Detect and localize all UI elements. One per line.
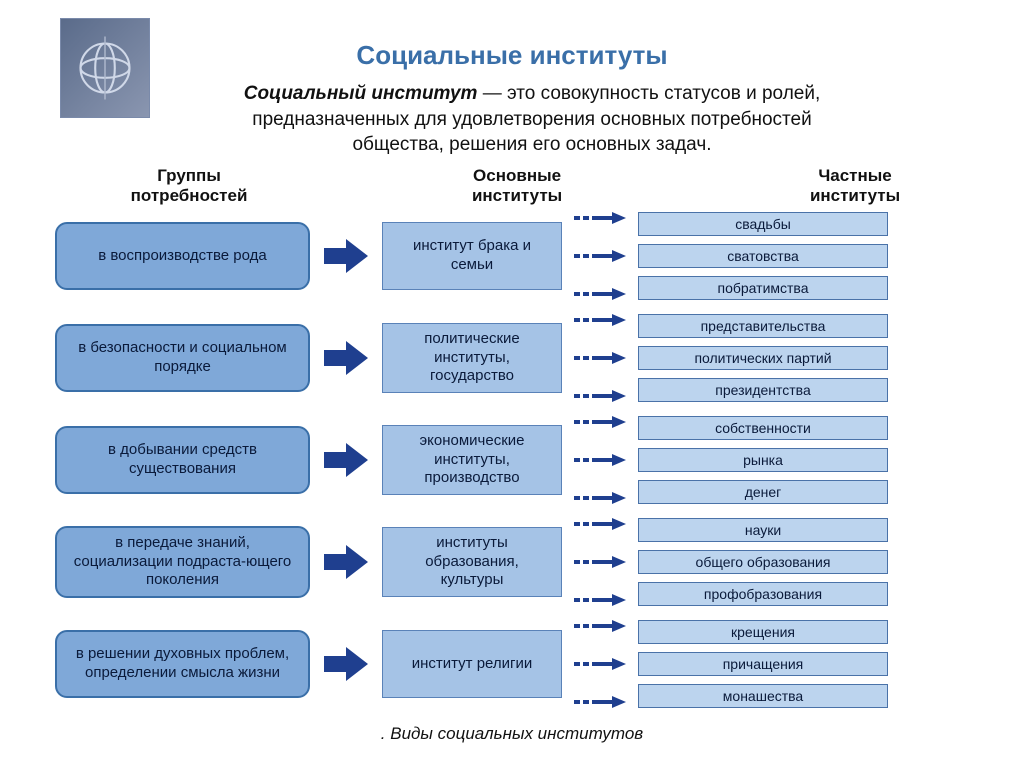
private-col: крещения причащения монашества [638,620,888,708]
col-head-needs: Группыпотребностей [60,166,318,206]
main-institute-box: экономические институты, производство [382,425,562,495]
need-box: в воспроизводстве рода [55,222,310,290]
big-arrow-icon [324,545,368,579]
private-institute-box: науки [638,518,888,542]
big-arrow-icon [324,443,368,477]
arrow-small [574,594,626,606]
small-arrows-col [570,518,630,606]
small-arrows-col [570,416,630,504]
need-box: в безопасности и социальном порядке [55,324,310,392]
private-institute-box: представительства [638,314,888,338]
diagram-row: в добывании средств существования эконом… [55,416,1004,504]
private-institute-box: монашества [638,684,888,708]
footer-caption: . Виды социальных институтов [0,722,1024,744]
col-head-main: Основныеинституты [388,166,646,206]
small-arrow-icon [574,288,626,300]
private-institute-box: профобразования [638,582,888,606]
main-institute-box: институт брака и семьи [382,222,562,290]
small-arrow-icon [574,556,626,568]
arrow-small [574,454,626,466]
arrow-small [574,518,626,530]
private-col: науки общего образования профобразования [638,518,888,606]
need-box: в решении духовных проблем, определении … [55,630,310,698]
arrow-big [322,341,370,375]
private-institute-box: крещения [638,620,888,644]
arrow-small [574,390,626,402]
arrow-small [574,620,626,632]
small-arrows-col [570,314,630,402]
main-institute-box: институт религии [382,630,562,698]
private-institute-box: свадьбы [638,212,888,236]
big-arrow-icon [324,341,368,375]
small-arrow-icon [574,594,626,606]
rows-container: в воспроизводстве рода институт брака и … [0,212,1024,708]
small-arrows-col [570,212,630,300]
diagram-row: в решении духовных проблем, определении … [55,620,1004,708]
private-institute-box: рынка [638,448,888,472]
small-arrow-icon [574,492,626,504]
private-institute-box: сватовства [638,244,888,268]
diagram-row: в безопасности и социальном порядке поли… [55,314,1004,402]
arrow-small [574,352,626,364]
big-arrow-icon [324,239,368,273]
private-col: собственности рынка денег [638,416,888,504]
small-arrow-icon [574,416,626,428]
small-arrow-icon [574,390,626,402]
need-box: в добывании средств существования [55,426,310,494]
column-headers: Группыпотребностей Основныеинституты Час… [0,164,1024,212]
private-institute-box: причащения [638,652,888,676]
small-arrow-icon [574,518,626,530]
small-arrow-icon [574,314,626,326]
private-col: представительства политических партий през… [638,314,888,402]
arrow-small [574,658,626,670]
page-title: Социальные институты [0,0,1024,71]
arrow-small [574,556,626,568]
small-arrow-icon [574,658,626,670]
private-institute-box: общего образования [638,550,888,574]
main-institute-box: институты образования, культуры [382,527,562,597]
private-institute-box: собственности [638,416,888,440]
arrow-small [574,288,626,300]
arrow-small [574,314,626,326]
col-head-private: Частныеинституты [716,166,994,206]
big-arrow-icon [324,647,368,681]
small-arrow-icon [574,250,626,262]
small-arrow-icon [574,212,626,224]
definition-text: Социальный институт — это совокупность с… [0,71,1024,164]
arrow-big [322,239,370,273]
diagram-row: в передаче знаний, социализации подраста… [55,518,1004,606]
small-arrow-icon [574,454,626,466]
private-institute-box: политических партий [638,346,888,370]
logo-image [60,18,150,118]
arrow-big [322,545,370,579]
arrow-small [574,492,626,504]
main-institute-box: политические институты, государство [382,323,562,393]
arrow-big [322,443,370,477]
arrow-small [574,416,626,428]
arrow-small [574,696,626,708]
private-col: свадьбы сватовства побратимства [638,212,888,300]
need-box: в передаче знаний, социализации подраста… [55,526,310,598]
private-institute-box: побратимства [638,276,888,300]
definition-term: Социальный институт [244,83,478,104]
arrow-small [574,212,626,224]
small-arrow-icon [574,696,626,708]
diagram-row: в воспроизводстве рода институт брака и … [55,212,1004,300]
arrow-small [574,250,626,262]
private-institute-box: денег [638,480,888,504]
small-arrows-col [570,620,630,708]
small-arrow-icon [574,352,626,364]
private-institute-box: президентства [638,378,888,402]
arrow-big [322,647,370,681]
small-arrow-icon [574,620,626,632]
